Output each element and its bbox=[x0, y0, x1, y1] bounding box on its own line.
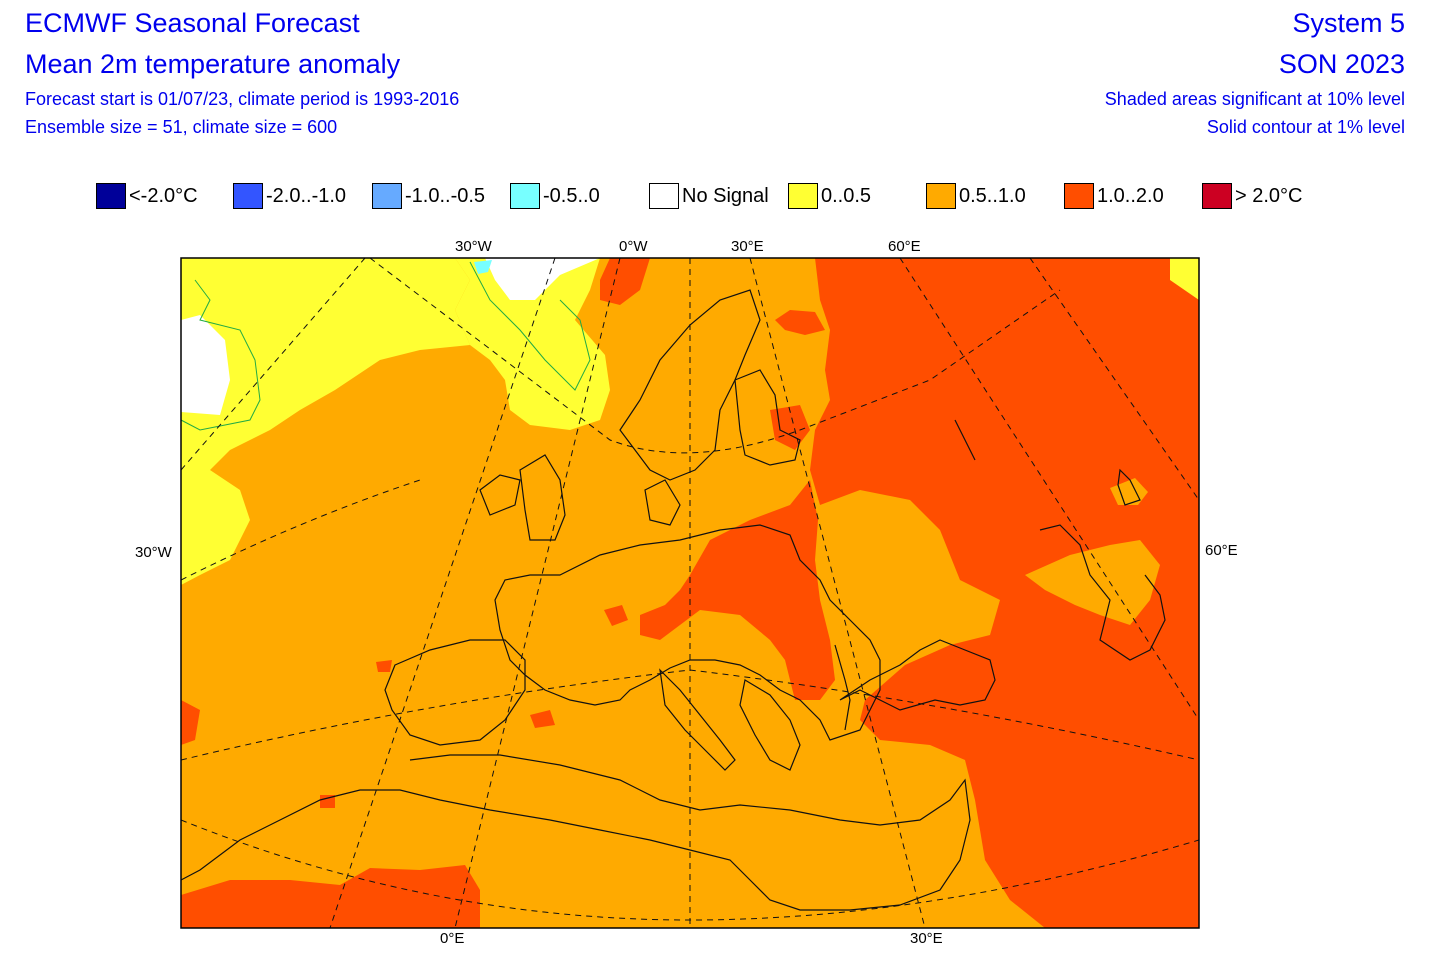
legend-item: <-2.0°C bbox=[96, 181, 198, 211]
lat-label-left: 30°W bbox=[135, 544, 172, 561]
legend-label: No Signal bbox=[682, 184, 769, 207]
legend-item: -1.0..-0.5 bbox=[372, 181, 485, 211]
anomaly-fill-high-spot-1 bbox=[604, 605, 628, 626]
legend-swatch bbox=[1202, 183, 1232, 209]
legend-swatch bbox=[926, 183, 956, 209]
lon-label-bottom-1: 0°E bbox=[440, 930, 465, 947]
anomaly-fill-high-spot-5 bbox=[320, 795, 335, 808]
legend-item: 1.0..2.0 bbox=[1064, 181, 1164, 211]
legend-label: 0..0.5 bbox=[821, 184, 872, 207]
significance-contour-2 bbox=[469, 261, 591, 391]
map-frame bbox=[180, 257, 1200, 929]
anomaly-fill-high-south bbox=[181, 865, 480, 928]
anomaly-fill-low-west bbox=[181, 258, 470, 585]
legend-label: -2.0..-1.0 bbox=[266, 184, 347, 207]
legend-swatch bbox=[233, 183, 263, 209]
forecast-info: Forecast start is 01/07/23, climate peri… bbox=[25, 89, 460, 109]
chart-title: ECMWF Seasonal Forecast bbox=[25, 8, 360, 38]
legend-label: 1.0..2.0 bbox=[1097, 184, 1164, 207]
graticule bbox=[181, 258, 1199, 928]
legend-item: 0.5..1.0 bbox=[926, 181, 1026, 211]
no-signal-area bbox=[181, 315, 230, 415]
legend-swatch bbox=[788, 183, 818, 209]
lon-label-top-3: 30°E bbox=[731, 238, 764, 255]
legend-swatch bbox=[1064, 183, 1094, 209]
significance-note: Shaded areas significant at 10% level bbox=[1104, 89, 1405, 109]
legend-label: -0.5..0 bbox=[543, 184, 600, 207]
anomaly-fill-high-caspian-gap bbox=[1025, 540, 1160, 625]
lat-label-right: 60°E bbox=[1205, 542, 1238, 559]
anomaly-fill-high-spot-4 bbox=[181, 700, 200, 745]
legend-item: No Signal bbox=[649, 181, 769, 211]
season-label: SON 2023 bbox=[1278, 49, 1405, 79]
coastlines bbox=[181, 289, 1166, 911]
contour-note: Solid contour at 1% level bbox=[1206, 117, 1405, 137]
lon-label-top-1: 30°W bbox=[455, 238, 492, 255]
neg-anomaly-spot bbox=[474, 260, 492, 274]
anomaly-fill-high-spot-2 bbox=[530, 710, 555, 728]
anomaly-fill-high-east bbox=[810, 258, 1199, 928]
anomaly-fill-high-baltic bbox=[770, 405, 810, 450]
legend-swatch bbox=[510, 183, 540, 209]
legend-item: 0..0.5 bbox=[788, 181, 871, 211]
anomaly-fill-high-north bbox=[775, 310, 825, 335]
legend-item: > 2.0°C bbox=[1202, 181, 1302, 211]
no-signal-area-2 bbox=[485, 258, 600, 300]
legend-item: -2.0..-1.0 bbox=[233, 181, 346, 211]
ensemble-info: Ensemble size = 51, climate size = 600 bbox=[25, 117, 338, 137]
legend-label: > 2.0°C bbox=[1235, 184, 1303, 207]
system-label: System 5 bbox=[1292, 8, 1405, 38]
legend-swatch bbox=[96, 183, 126, 209]
legend-swatch bbox=[372, 183, 402, 209]
lon-label-bottom-2: 30°E bbox=[910, 930, 943, 947]
legend-label: <-2.0°C bbox=[129, 184, 198, 207]
lon-label-top-2: 0°W bbox=[619, 238, 648, 255]
legend-label: 0.5..1.0 bbox=[959, 184, 1026, 207]
significance-contour bbox=[181, 279, 261, 431]
legend-label: -1.0..-0.5 bbox=[405, 184, 486, 207]
chart-subtitle: Mean 2m temperature anomaly bbox=[25, 49, 401, 79]
lon-label-top-4: 60°E bbox=[888, 238, 921, 255]
legend-swatch bbox=[649, 183, 679, 209]
legend-item: -0.5..0 bbox=[510, 181, 600, 211]
anomaly-fill-high-central bbox=[640, 480, 835, 700]
anomaly-fill-low-iceland bbox=[455, 258, 610, 430]
anomaly-fill-high-norway-sea bbox=[600, 258, 650, 305]
anomaly-fill-high-spot-3 bbox=[376, 660, 392, 672]
anomaly-fill-high-spot-6 bbox=[1185, 740, 1199, 800]
